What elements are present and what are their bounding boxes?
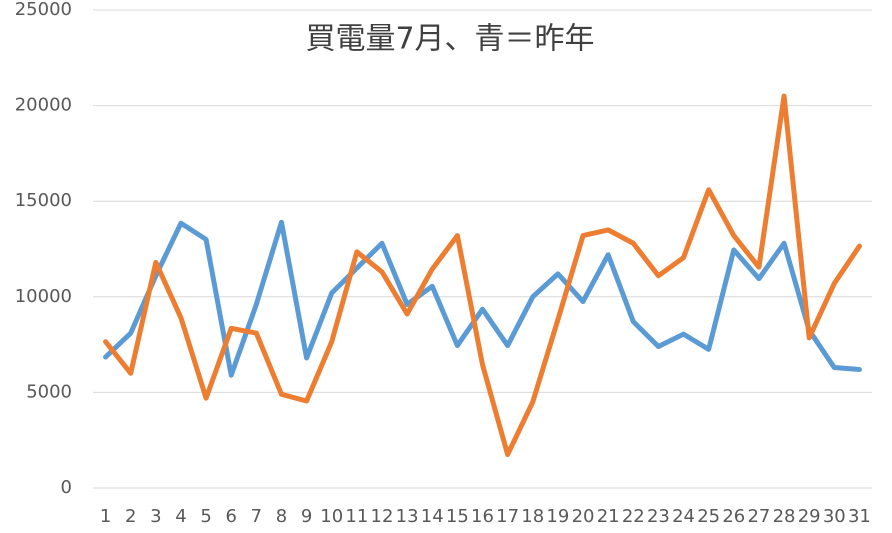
- y-tick-label: 10000: [15, 286, 72, 307]
- y-tick-label: 5000: [26, 381, 72, 402]
- series-line: [103, 93, 862, 458]
- y-tick-label: 0: [61, 477, 72, 498]
- x-tick-label: 11: [345, 506, 368, 527]
- x-tick-label: 10: [320, 506, 343, 527]
- chart-title: 買電量7月、青＝昨年: [305, 22, 594, 57]
- x-tick-label: 26: [722, 506, 745, 527]
- x-tick-label: 20: [572, 506, 595, 527]
- x-tick-label: 7: [251, 506, 262, 527]
- x-tick-label: 24: [672, 506, 695, 527]
- x-tick-label: 27: [747, 506, 770, 527]
- x-tick-label: 5: [200, 506, 211, 527]
- x-tick-label: 17: [496, 506, 519, 527]
- x-tick-label: 4: [175, 506, 186, 527]
- x-tick-label: 18: [521, 506, 544, 527]
- x-tick-label: 14: [421, 506, 444, 527]
- x-tick-label: 8: [276, 506, 287, 527]
- x-tick-label: 2: [125, 506, 136, 527]
- x-tick-label: 19: [546, 506, 569, 527]
- x-tick-label: 9: [301, 506, 312, 527]
- x-tick-label: 6: [225, 506, 236, 527]
- y-tick-label: 15000: [15, 190, 72, 211]
- x-tick-label: 1: [100, 506, 111, 527]
- x-tick-label: 23: [647, 506, 670, 527]
- series-line: [103, 219, 862, 378]
- x-tick-label: 16: [471, 506, 494, 527]
- x-tick-label: 30: [823, 506, 846, 527]
- x-tick-label: 12: [371, 506, 394, 527]
- x-tick-label: 13: [396, 506, 419, 527]
- x-tick-label: 15: [446, 506, 469, 527]
- y-tick-label: 20000: [15, 95, 72, 116]
- x-tick-label: 25: [697, 506, 720, 527]
- x-tick-label: 29: [798, 506, 821, 527]
- x-tick-label: 3: [150, 506, 161, 527]
- x-tick-label: 28: [773, 506, 796, 527]
- x-tick-label: 22: [622, 506, 645, 527]
- x-tick-label: 21: [597, 506, 620, 527]
- x-tick-label: 31: [848, 506, 871, 527]
- y-tick-label: 25000: [15, 0, 72, 20]
